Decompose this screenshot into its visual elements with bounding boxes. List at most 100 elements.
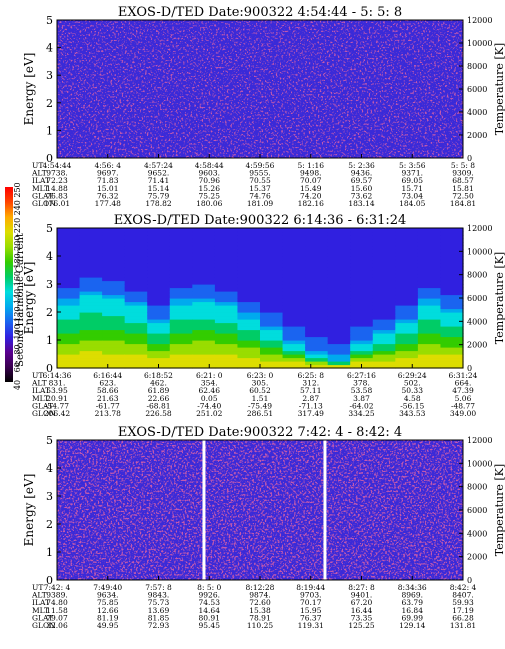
y-right-tick-label: 10000 bbox=[467, 247, 492, 256]
heatmap-cell bbox=[417, 298, 442, 303]
info-row-label: ILAT bbox=[32, 598, 50, 607]
heatmap-cell bbox=[147, 329, 171, 334]
heatmap-cell bbox=[79, 350, 103, 355]
info-cell: 47.39 bbox=[452, 386, 474, 395]
heatmap-cell bbox=[260, 291, 284, 296]
heatmap-cell bbox=[282, 312, 306, 317]
heatmap-cell bbox=[169, 263, 193, 268]
heatmap-cell bbox=[327, 326, 351, 331]
heatmap-cell bbox=[192, 284, 216, 289]
heatmap-cell bbox=[440, 308, 464, 313]
heatmap-cell bbox=[124, 319, 148, 324]
heatmap-cell bbox=[79, 249, 103, 254]
info-cell: 9401. bbox=[351, 591, 372, 600]
heatmap-cell bbox=[417, 256, 442, 261]
heatmap-cell bbox=[57, 336, 81, 341]
heatmap-cell bbox=[102, 347, 126, 352]
info-cell: 15.01 bbox=[97, 184, 118, 193]
info-row-label: GLON bbox=[32, 409, 56, 418]
heatmap-cell bbox=[102, 242, 126, 247]
heatmap-cell bbox=[214, 305, 239, 310]
heatmap-cell bbox=[417, 322, 442, 327]
y-right-tick-label: 0 bbox=[467, 364, 472, 373]
info-cell: 69.57 bbox=[351, 176, 373, 185]
heatmap-cell bbox=[57, 259, 81, 264]
heatmap-cell bbox=[395, 354, 419, 359]
heatmap-cell bbox=[237, 364, 261, 369]
heatmap-cell bbox=[282, 280, 306, 285]
heatmap-cell bbox=[305, 249, 329, 254]
info-cell: 5: 5: 8 bbox=[451, 161, 475, 170]
heatmap-cell bbox=[214, 249, 239, 254]
heatmap-cell bbox=[79, 284, 103, 289]
info-cell: -74.40 bbox=[197, 401, 221, 410]
heatmap-cell bbox=[305, 291, 329, 296]
heatmap-cell bbox=[147, 357, 171, 362]
heatmap-cell bbox=[214, 326, 239, 331]
heatmap-cell bbox=[237, 249, 261, 254]
heatmap-cell bbox=[372, 298, 396, 303]
info-row-label: GLAT bbox=[32, 191, 53, 200]
info-cell: 9371. bbox=[402, 169, 423, 178]
heatmap-cell bbox=[102, 273, 126, 278]
heatmap-cell bbox=[102, 329, 126, 334]
info-cell: 21.63 bbox=[97, 394, 119, 403]
heatmap-cell bbox=[57, 298, 81, 303]
info-cell: 72.60 bbox=[249, 598, 271, 607]
info-cell: 76.32 bbox=[97, 191, 119, 200]
heatmap-cell bbox=[305, 326, 329, 331]
heatmap-cell bbox=[124, 364, 148, 369]
heatmap-cell bbox=[260, 287, 284, 292]
info-cell: 76.83 bbox=[46, 191, 68, 200]
heatmap-cell bbox=[214, 308, 239, 313]
y-right-tick-label: 6000 bbox=[467, 294, 487, 303]
colorbar-tick-label: 60 bbox=[13, 362, 22, 372]
heatmap-cell bbox=[305, 340, 329, 345]
heatmap-cell bbox=[79, 319, 103, 324]
heatmap-cell bbox=[169, 333, 193, 338]
heatmap-cell bbox=[395, 343, 419, 348]
heatmap-cell bbox=[102, 312, 126, 317]
info-cell: 354. bbox=[201, 379, 218, 388]
y-right-tick-label: 4000 bbox=[467, 317, 487, 326]
y-tick-label: 0 bbox=[46, 362, 53, 375]
info-cell: 831. bbox=[49, 379, 66, 388]
heatmap-cell bbox=[417, 263, 442, 268]
heatmap-cell bbox=[395, 361, 419, 366]
panel-title: EXOS-D/TED Date:900322 4:54:44 - 5: 5: 8 bbox=[118, 5, 402, 20]
info-row-label: GLON bbox=[32, 199, 56, 208]
heatmap-cell bbox=[237, 245, 261, 250]
info-cell: 4:57:24 bbox=[144, 161, 173, 170]
y-right-tick-label: 4000 bbox=[467, 529, 487, 538]
info-cell: 79.07 bbox=[46, 613, 68, 622]
heatmap-cell bbox=[147, 256, 171, 261]
heatmap-cell bbox=[102, 340, 126, 345]
heatmap-cell bbox=[327, 270, 351, 275]
info-cell: 68.57 bbox=[452, 176, 474, 185]
heatmap-cell bbox=[169, 238, 193, 243]
heatmap-cell bbox=[57, 284, 81, 289]
info-cell: 60.52 bbox=[249, 386, 271, 395]
heatmap-cell bbox=[395, 291, 419, 296]
heatmap-cell bbox=[327, 319, 351, 324]
heatmap-cell bbox=[260, 336, 284, 341]
heatmap-cell bbox=[260, 249, 284, 254]
info-cell: 6:18:52 bbox=[144, 371, 173, 380]
heatmap-cell bbox=[124, 266, 148, 271]
heatmap-cell bbox=[350, 298, 374, 303]
heatmap-cell bbox=[102, 235, 126, 240]
heatmap-cell bbox=[192, 308, 216, 313]
heatmap-cell bbox=[327, 245, 351, 250]
heatmap-cell bbox=[395, 364, 419, 369]
heatmap-cell bbox=[305, 231, 329, 236]
heatmap-cell bbox=[440, 263, 464, 268]
heatmap-cell bbox=[169, 259, 193, 264]
heatmap-cell bbox=[282, 343, 306, 348]
heatmap-cell bbox=[147, 361, 171, 366]
heatmap-cell bbox=[124, 322, 148, 327]
info-cell: 8:27: 8 bbox=[348, 583, 375, 592]
heatmap-cell bbox=[147, 354, 171, 359]
heatmap-cell bbox=[282, 284, 306, 289]
heatmap-cell bbox=[417, 329, 442, 334]
